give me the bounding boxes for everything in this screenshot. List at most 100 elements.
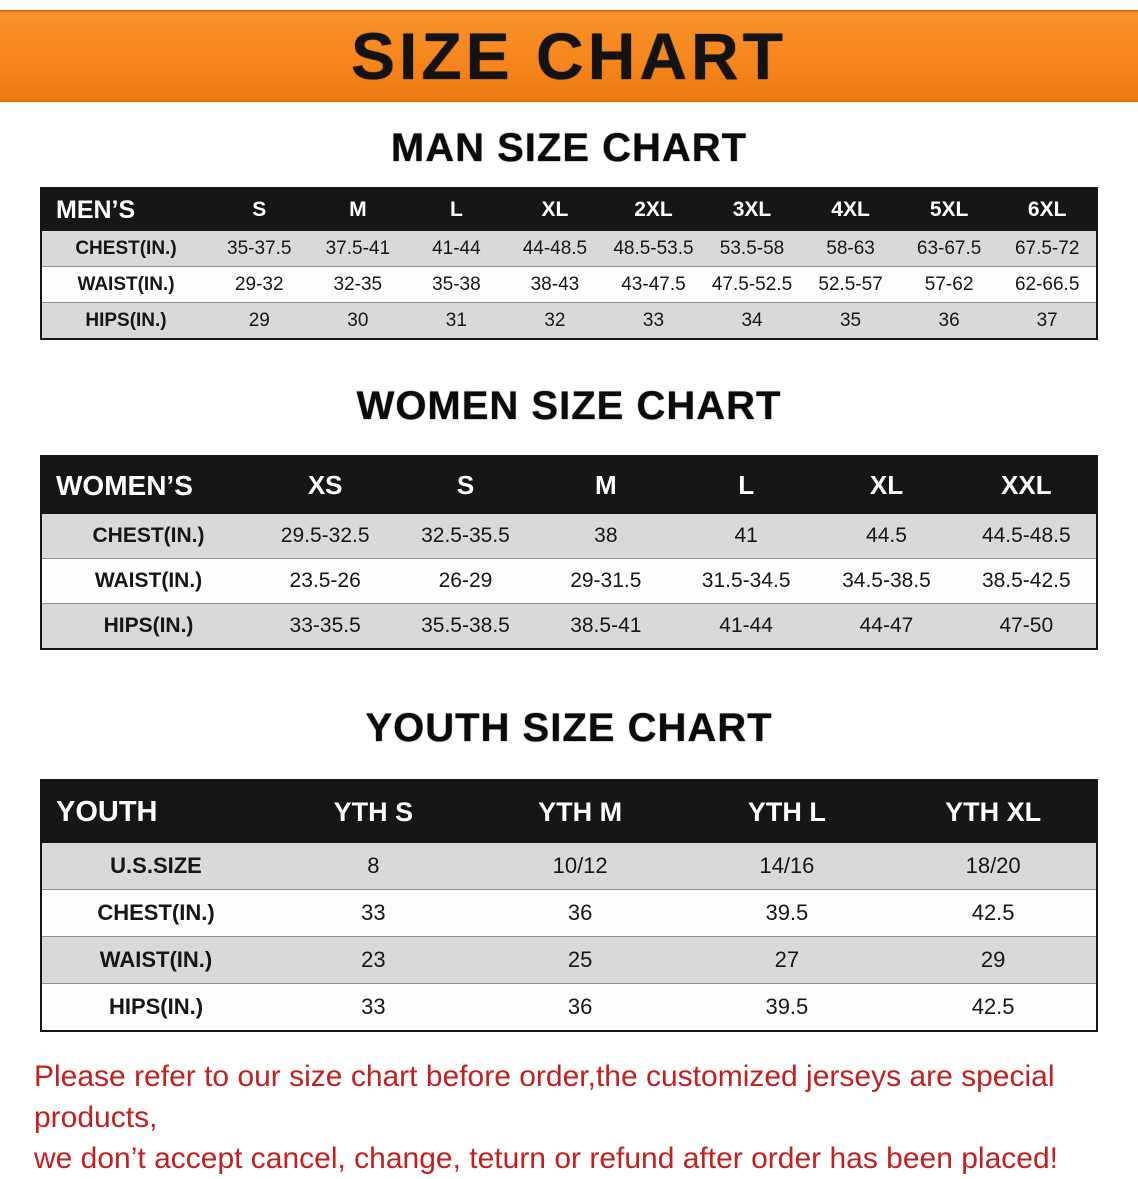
value-cell: 32.5-35.5 xyxy=(421,524,510,547)
value-cell: 47-50 xyxy=(999,614,1054,637)
disclaimer: Please refer to our size chart before or… xyxy=(34,1056,1104,1179)
table-title-cell: YOUTH xyxy=(41,780,270,843)
value-cell: 26-29 xyxy=(438,569,493,592)
value-cell: 57-62 xyxy=(924,273,974,295)
value-cell: 62-66.5 xyxy=(1014,273,1080,295)
value-cell: 36 xyxy=(567,900,593,925)
value-cell: 47.5-52.5 xyxy=(711,273,793,295)
value-cell: 31 xyxy=(445,309,467,331)
value-cell: 41-44 xyxy=(432,237,481,259)
value-cell: 27 xyxy=(774,947,800,972)
value-cell: 33-35.5 xyxy=(289,614,361,637)
value-cell: 25 xyxy=(567,947,593,972)
value-cell: 39.5 xyxy=(765,900,809,925)
value-cell: 44.5 xyxy=(866,524,907,547)
measurement-row: CHEST(IN.) 29.5-32.5 32.5-35.5 38 41 44.5 44.5… xyxy=(41,514,1097,559)
value-cell: 34.5-38.5 xyxy=(842,569,931,592)
header-row: WOMEN’S XS S M L XL XXL xyxy=(41,456,1097,514)
value-cell: 35 xyxy=(839,309,862,331)
row-label-cell: HIPS(IN.) xyxy=(103,614,194,637)
value-cell: 38 xyxy=(594,524,618,547)
youth-size-chart-section: YOUTH SIZE CHART YOUTH YTH S YTH M YTH L YTH… xyxy=(0,706,1138,1032)
size-header-cell: S xyxy=(210,188,309,231)
value-cell: 33 xyxy=(361,900,386,925)
value-cell: 52.5-57 xyxy=(818,273,883,295)
women-size-chart-heading: WOMEN SIZE CHART xyxy=(356,384,782,428)
value-cell: 48.5-53.5 xyxy=(613,237,694,259)
value-cell: 36 xyxy=(567,994,593,1019)
value-cell: 29 xyxy=(980,947,1006,972)
size-header-cell: L xyxy=(675,456,817,514)
value-cell: 23 xyxy=(361,947,386,972)
measurement-row: HIPS(IN.) 33 36 39.5 42.5 xyxy=(41,983,1097,1031)
row-label-cell: WAIST(IN.) xyxy=(77,273,175,295)
value-cell: 36 xyxy=(938,309,960,331)
value-cell: 42.5 xyxy=(971,900,1015,925)
size-header-cell: XS xyxy=(255,456,396,514)
value-cell: 29-31.5 xyxy=(570,569,642,592)
value-cell: 32-35 xyxy=(333,273,383,295)
size-header-cell: 5XL xyxy=(899,188,999,231)
value-cell: 43-47.5 xyxy=(621,273,686,295)
value-cell: 42.5 xyxy=(971,994,1015,1019)
value-cell: 34 xyxy=(741,309,763,331)
row-label-cell: WAIST(IN.) xyxy=(99,947,213,972)
measurement-row: WAIST(IN.) 29-32 32-35 35-38 38-43 43-47.5 47.… xyxy=(41,266,1097,303)
table-title-cell: MEN’S xyxy=(41,188,210,231)
value-cell: 29.5-32.5 xyxy=(280,524,370,547)
row-label-cell: HIPS(IN.) xyxy=(108,994,204,1019)
value-cell: 38.5-42.5 xyxy=(981,569,1071,592)
value-cell: 53.5-58 xyxy=(719,237,785,259)
size-header-cell: YTH XL xyxy=(890,780,1097,843)
women-size-chart-section: WOMEN SIZE CHART WOMEN’S XS S M L XL XXL CHEST(… xyxy=(0,384,1138,650)
disclaimer-line-1: Please refer to our size chart before or… xyxy=(34,1060,1055,1134)
value-cell: 39.5 xyxy=(765,994,809,1019)
mens-size-table: MEN’S S M L XL 2XL 3XL 4XL 5XL 6XL CHEST(IN.) 35-37… xyxy=(40,187,1098,340)
size-header-cell: 6XL xyxy=(998,188,1097,231)
value-cell: 10/12 xyxy=(552,853,608,878)
value-cell: 44-47 xyxy=(859,614,914,637)
size-header-cell: M xyxy=(308,188,408,231)
value-cell: 44-48.5 xyxy=(522,237,588,259)
value-cell: 41 xyxy=(734,524,758,547)
measurement-row: HIPS(IN.) 29 30 31 32 33 34 35 36 37 xyxy=(41,302,1097,339)
size-header-cell: YTH L xyxy=(683,780,891,843)
value-cell: 38-43 xyxy=(530,273,580,295)
value-cell: 63-67.5 xyxy=(916,237,982,259)
womens-size-table: WOMEN’S XS S M L XL XXL CHEST(IN.) 29.5-32.5 32.5… xyxy=(40,455,1098,650)
row-label-cell: CHEST(IN.) xyxy=(97,900,215,925)
measurement-row: HIPS(IN.) 33-35.5 35.5-38.5 38.5-41 41-44 44-… xyxy=(41,603,1097,649)
row-label-cell: HIPS(IN.) xyxy=(85,309,167,331)
value-cell: 38.5-41 xyxy=(570,614,642,637)
size-header-cell: M xyxy=(535,456,676,514)
size-header-cell: 3XL xyxy=(702,188,802,231)
size-header-cell: XL xyxy=(505,188,605,231)
value-cell: 29 xyxy=(248,309,270,331)
value-cell: 8 xyxy=(367,853,380,878)
row-label-cell: U.S.SIZE xyxy=(110,853,202,878)
size-chart-page: SIZE CHART MAN SIZE CHART MEN’S S M L XL 2XL 3… xyxy=(0,10,1138,1179)
size-header-cell: XL xyxy=(816,456,957,514)
row-label-cell: WAIST(IN.) xyxy=(94,569,203,592)
value-cell: 44.5-48.5 xyxy=(981,524,1071,547)
man-size-chart-section: MAN SIZE CHART MEN’S S M L XL 2XL 3XL 4XL 5XL 6XL… xyxy=(0,126,1138,340)
youth-size-chart-heading: YOUTH SIZE CHART xyxy=(365,706,773,750)
measurement-row: CHEST(IN.) 35-37.5 37.5-41 41-44 44-48.5 48.5… xyxy=(41,231,1097,267)
value-cell: 37.5-41 xyxy=(325,237,391,259)
value-cell: 37 xyxy=(1036,309,1058,331)
value-cell: 67.5-72 xyxy=(1014,237,1080,259)
size-header-cell: S xyxy=(395,456,536,514)
value-cell: 30 xyxy=(347,309,369,331)
value-cell: 32 xyxy=(544,309,566,331)
value-cell: 14/16 xyxy=(759,853,815,878)
size-header-cell: XXL xyxy=(956,456,1097,514)
row-label-cell: CHEST(IN.) xyxy=(92,524,205,547)
value-cell: 23.5-26 xyxy=(289,569,361,592)
table-title-cell: WOMEN’S xyxy=(41,456,255,514)
value-cell: 35-37.5 xyxy=(227,237,292,259)
measurement-row: WAIST(IN.) 23 25 27 29 xyxy=(41,936,1097,984)
measurement-row: CHEST(IN.) 33 36 39.5 42.5 xyxy=(41,889,1097,937)
header-row: YOUTH YTH S YTH M YTH L YTH XL xyxy=(41,780,1097,843)
value-cell: 35-38 xyxy=(432,273,481,295)
disclaimer-line-2: we don’t accept cancel, change, teturn o… xyxy=(34,1142,1058,1175)
